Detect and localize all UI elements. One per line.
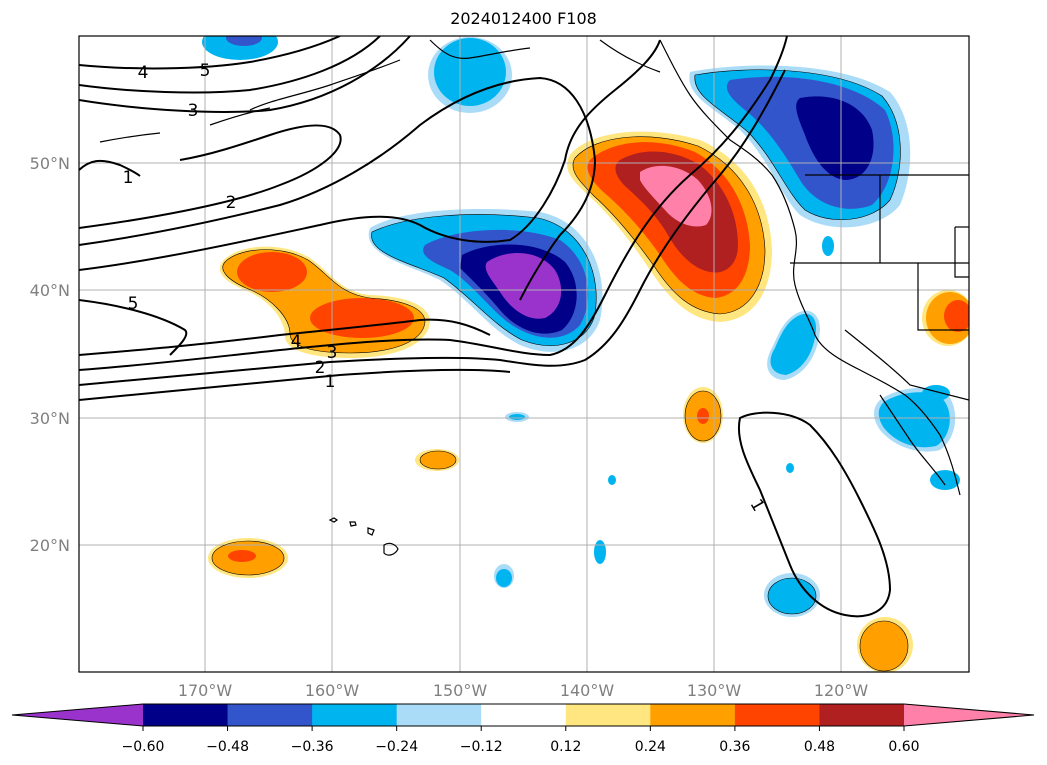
colorbar-tick-label: 0.24 [635,739,666,755]
colorbar-segment [481,704,567,726]
height-contours [79,36,892,618]
colorbar-segment [143,704,229,726]
colorbar-tick-label: −0.36 [291,739,334,755]
colorbar-extend-high [904,704,1034,726]
colorbar-segment [565,704,651,726]
colorbar-tick-label: 0.48 [804,739,835,755]
colorbar-segment [227,704,313,726]
colorbar-segment [396,704,482,726]
colorbar-extend-low [12,704,143,726]
lon-label-120w: 120°W [814,681,869,700]
map-title: 2024012400 F108 [450,9,597,28]
lat-label-30n: 30°N [30,409,70,428]
lat-label-40n: 40°N [30,281,70,300]
lon-label-140w: 140°W [560,681,615,700]
contour-label: 2 [226,193,237,213]
colorbar: −0.60 −0.48 −0.36 −0.24 −0.12 0.12 0.24 0.36 0.4… [11,703,1035,755]
colorbar-tick-label: −0.60 [122,739,165,755]
lon-label-170w: 170°W [178,681,233,700]
colorbar-segment [650,704,736,726]
lon-label-160w: 160°W [305,681,360,700]
colorbar-tick-label: 0.12 [550,739,581,755]
contour-label: 5 [200,61,211,81]
lat-label-20n: 20°N [30,536,70,555]
contour-label: 3 [327,343,338,363]
latitude-labels: 50°N 40°N 30°N 20°N [30,154,70,555]
colorbar-segment [819,704,905,726]
colorbar-tick-label: 0.36 [719,739,750,755]
colorbar-tick-label: 0.60 [888,739,919,755]
map-frame [78,35,970,673]
lon-label-150w: 150°W [433,681,488,700]
longitude-labels: 170°W 160°W 150°W 140°W 130°W 120°W [178,681,869,700]
colorbar-tick-label: −0.24 [375,739,418,755]
lon-label-130w: 130°W [687,681,742,700]
colorbar-segment [312,704,398,726]
contour-label: 4 [138,63,149,83]
lat-label-50n: 50°N [30,154,70,173]
gridlines [79,36,969,672]
contour-label: 4 [291,332,302,352]
colorbar-tick-label: −0.12 [460,739,503,755]
contour-label: 1 [123,168,134,188]
contour-label: 3 [188,101,199,121]
colorbar-segment [734,704,820,726]
contour-label: 1 [325,372,336,392]
coastlines [99,39,969,556]
colorbar-tick-label: −0.48 [206,739,249,755]
contour-label: 5 [128,294,139,314]
contour-label: 2 [315,358,326,378]
